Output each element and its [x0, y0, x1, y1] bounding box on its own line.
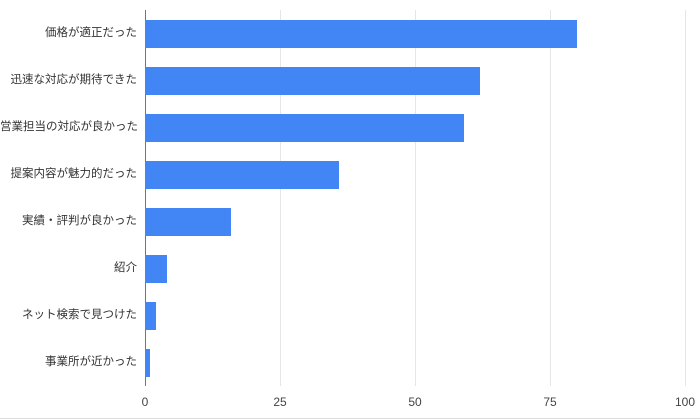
x-tick-label: 100: [674, 395, 696, 409]
bar[interactable]: [145, 348, 151, 377]
bar-track: [145, 339, 685, 386]
bar-track: [145, 104, 685, 151]
x-axis: 0 25 50 75 100: [141, 392, 695, 414]
bar-row: 提案内容が魅力的だった: [0, 151, 685, 198]
category-label: 提案内容が魅力的だった: [10, 167, 138, 180]
bar[interactable]: [145, 301, 156, 330]
category-label: ネット検索で見つけた: [22, 308, 137, 321]
category-label: 事業所が近かった: [45, 355, 137, 368]
bar[interactable]: [145, 160, 340, 189]
category-label: 実績・評判が良かった: [22, 214, 137, 227]
category-label: 営業担当の対応が良かった: [0, 120, 138, 133]
bar-track: [145, 57, 685, 104]
bar[interactable]: [145, 19, 577, 48]
bar[interactable]: [145, 207, 232, 236]
gridline: [685, 10, 686, 386]
bar-track: [145, 245, 685, 292]
bar[interactable]: [145, 66, 480, 95]
category-label: 迅速な対応が期待できた: [10, 73, 138, 86]
x-tick-label: 75: [543, 395, 557, 409]
bar-track: [145, 10, 685, 57]
bar[interactable]: [145, 113, 464, 142]
bar[interactable]: [145, 254, 167, 283]
bar-track: [145, 292, 685, 339]
bar-track: [145, 151, 685, 198]
bar-row: 価格が適正だった: [0, 10, 685, 57]
bar-row: 営業担当の対応が良かった: [0, 104, 685, 151]
bar-row: 事業所が近かった: [0, 339, 685, 386]
category-label: 紹介: [114, 261, 137, 274]
bar-row: 迅速な対応が期待できた: [0, 57, 685, 104]
x-tick-label: 0: [141, 395, 149, 409]
bar-row: ネット検索で見つけた: [0, 292, 685, 339]
chart-body: 価格が適正だった迅速な対応が期待できた営業担当の対応が良かった提案内容が魅力的だ…: [0, 10, 685, 386]
x-tick-label: 25: [273, 395, 287, 409]
category-label: 価格が適正だった: [45, 26, 137, 39]
bar-row: 実績・評判が良かった: [0, 198, 685, 245]
x-tick-label: 50: [408, 395, 422, 409]
bar-row: 紹介: [0, 245, 685, 292]
bar-track: [145, 198, 685, 245]
